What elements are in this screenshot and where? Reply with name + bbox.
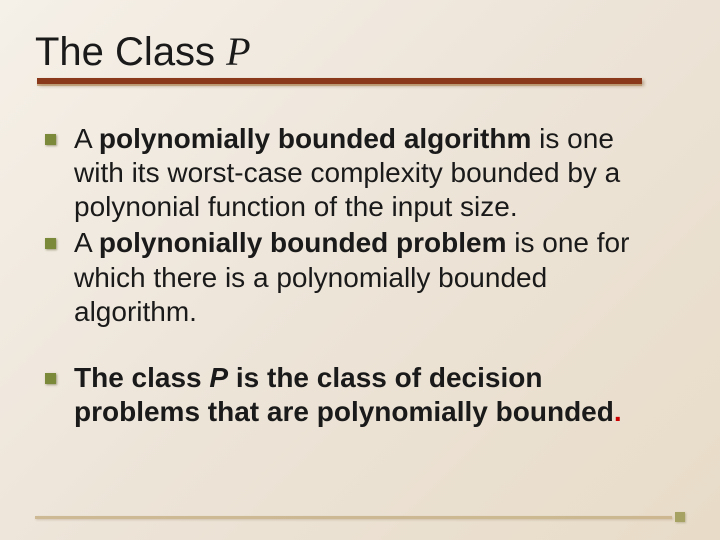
decoration-bar: [35, 516, 672, 519]
text-segment: polynonially bounded problem: [99, 227, 507, 258]
text-segment: P: [209, 362, 228, 393]
text-segment: A: [74, 227, 99, 258]
bullet-text: A polynonially bounded problem is one fo…: [74, 226, 665, 328]
slide: The Class P A polynomially bounded algor…: [0, 0, 720, 540]
text-segment: The class: [74, 362, 209, 393]
bullet-group-1: A polynomially bounded algorithm is one …: [45, 122, 665, 329]
bullet-text: The class P is the class of decision pro…: [74, 361, 665, 429]
title-italic-text: P: [226, 29, 250, 74]
bullet-group-2: The class P is the class of decision pro…: [45, 361, 665, 429]
slide-body: A polynomially bounded algorithm is one …: [35, 122, 685, 429]
text-segment: A: [74, 123, 99, 154]
bullet-item: A polynonially bounded problem is one fo…: [45, 226, 665, 328]
bullet-item: The class P is the class of decision pro…: [45, 361, 665, 429]
bullet-marker-icon: [45, 373, 56, 384]
title-container: The Class P: [35, 30, 685, 84]
text-segment: polynomially bounded algorithm: [99, 123, 531, 154]
slide-title: The Class P: [35, 30, 685, 74]
bullet-marker-icon: [45, 134, 56, 145]
decoration-square-icon: [675, 512, 685, 522]
bullet-text: A polynomially bounded algorithm is one …: [74, 122, 665, 224]
bullet-item: A polynomially bounded algorithm is one …: [45, 122, 665, 224]
bullet-marker-icon: [45, 238, 56, 249]
bottom-decoration: [35, 512, 685, 522]
text-segment: .: [614, 396, 622, 427]
title-text: The Class: [35, 30, 226, 74]
title-underline: [37, 78, 642, 84]
